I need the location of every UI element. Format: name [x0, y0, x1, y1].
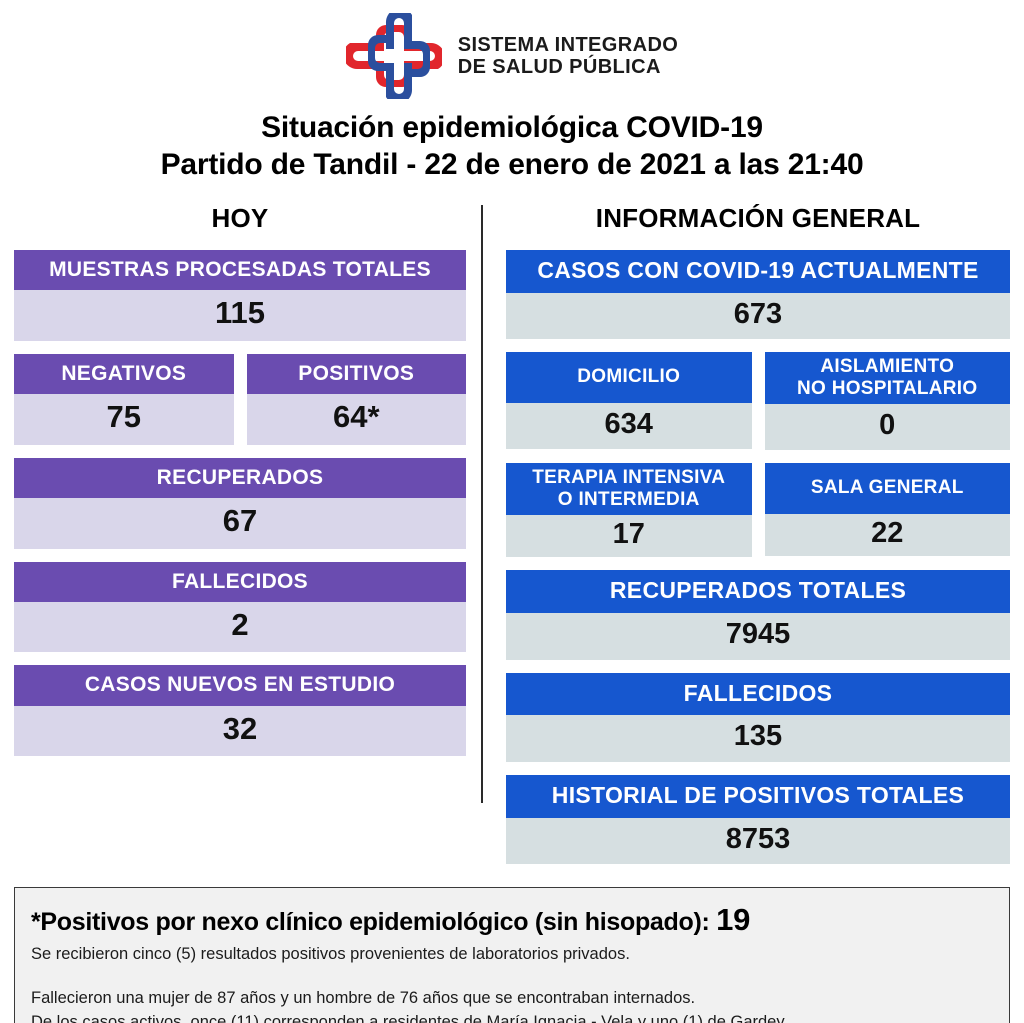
- card-row-negativos-positivos: NEGATIVOS 75 POSITIVOS 64*: [14, 354, 466, 445]
- card-value: 7945: [506, 613, 1010, 660]
- card-value: 75: [14, 394, 234, 445]
- card-label: POSITIVOS: [246, 354, 466, 395]
- card-label: FALLECIDOS: [506, 672, 1010, 716]
- card-value: 64*: [246, 394, 466, 445]
- title-line-1: Situación epidemiológica COVID-19: [261, 111, 763, 144]
- card-value: 634: [506, 402, 752, 450]
- brand-name: SISTEMA INTEGRADO DE SALUD PÚBLICA: [458, 34, 679, 79]
- card-value: 32: [14, 705, 466, 757]
- card-label: MUESTRAS PROCESADAS TOTALES: [14, 250, 466, 291]
- card-recuperados[interactable]: RECUPERADOS 67: [14, 457, 466, 549]
- general-heading: INFORMACIÓN GENERAL: [595, 203, 921, 234]
- card-row-terapia-sala: TERAPIA INTENSIVA O INTERMEDIA 17 SALA G…: [506, 463, 1010, 558]
- brand-name-line1: SISTEMA INTEGRADO: [457, 33, 679, 56]
- card-value: 2: [14, 601, 466, 653]
- card-label: AISLAMIENTO NO HOSPITALARIO: [764, 352, 1010, 404]
- brand-name-line2: DE SALUD PÚBLICA: [457, 56, 661, 78]
- footnote-subline: Se recibieron cinco (5) resultados posit…: [31, 945, 630, 964]
- interlocking-cross-logo-icon: [345, 13, 442, 99]
- card-label: TERAPIA INTENSIVA O INTERMEDIA: [506, 463, 752, 515]
- card-aislamiento-no-hospitalario[interactable]: AISLAMIENTO NO HOSPITALARIO 0: [764, 352, 1010, 451]
- card-domicilio[interactable]: DOMICILIO 634: [506, 352, 752, 450]
- card-value: 673: [506, 292, 1010, 340]
- card-label: NEGATIVOS: [14, 354, 234, 395]
- column-divider: [481, 205, 483, 804]
- stats-columns: HOY MUESTRAS PROCESADAS TOTALES 115 NEGA…: [0, 203, 1024, 877]
- page-title: Situación epidemiológica COVID-19 Partid…: [0, 110, 1024, 183]
- card-label: CASOS CON COVID-19 ACTUALMENTE: [506, 250, 1010, 293]
- footnote-headline: *Positivos por nexo clínico epidemiológi…: [31, 902, 993, 938]
- card-label: HISTORIAL DE POSITIVOS TOTALES: [506, 774, 1010, 818]
- card-label: DOMICILIO: [506, 352, 752, 403]
- card-positivos[interactable]: POSITIVOS 64*: [246, 354, 466, 445]
- card-sala-general[interactable]: SALA GENERAL 22: [764, 463, 1010, 557]
- card-label: SALA GENERAL: [764, 463, 1010, 514]
- general-column: INFORMACIÓN GENERAL CASOS CON COVID-19 A…: [506, 203, 1010, 877]
- brand-header: SISTEMA INTEGRADO DE SALUD PÚBLICA: [0, 0, 1024, 112]
- footnote-headline-text: *Positivos por nexo clínico epidemiológi…: [31, 908, 710, 937]
- card-fallecidos-totales[interactable]: FALLECIDOS 135: [506, 672, 1010, 762]
- card-value: 17: [506, 514, 752, 558]
- card-fallecidos[interactable]: FALLECIDOS 2: [14, 561, 466, 653]
- card-value: 115: [14, 290, 466, 341]
- footnote-headline-value: 19: [716, 902, 751, 938]
- card-value: 135: [506, 715, 1010, 762]
- footnote-notes: Fallecieron una mujer de 87 años y un ho…: [31, 987, 993, 1023]
- card-historial-de-positivos-totales[interactable]: HISTORIAL DE POSITIVOS TOTALES 8753: [506, 774, 1010, 865]
- card-terapia-intensiva-o-intermedia[interactable]: TERAPIA INTENSIVA O INTERMEDIA 17: [506, 463, 752, 558]
- card-value: 0: [764, 403, 1010, 451]
- card-casos-nuevos-en-estudio[interactable]: CASOS NUEVOS EN ESTUDIO 32: [14, 665, 466, 757]
- title-line-2: Partido de Tandil - 22 de enero de 2021 …: [160, 147, 864, 181]
- card-row-domicilio-aislamiento: DOMICILIO 634 AISLAMIENTO NO HOSPITALARI…: [506, 352, 1010, 451]
- footnote-line-2: De los casos activos, once (11) correspo…: [31, 1012, 788, 1023]
- card-muestras-procesadas-totales[interactable]: MUESTRAS PROCESADAS TOTALES 115: [14, 250, 466, 341]
- column-spacer: [466, 203, 506, 877]
- card-value: 8753: [506, 817, 1010, 865]
- footnote-box: *Positivos por nexo clínico epidemiológi…: [14, 887, 1010, 1023]
- card-casos-con-covid-actualmente[interactable]: CASOS CON COVID-19 ACTUALMENTE 673: [506, 250, 1010, 340]
- card-negativos[interactable]: NEGATIVOS 75: [14, 354, 234, 445]
- today-heading: HOY: [211, 203, 269, 234]
- footnote-line-1: Fallecieron una mujer de 87 años y un ho…: [31, 989, 696, 1008]
- card-value: 22: [764, 513, 1010, 557]
- card-recuperados-totales[interactable]: RECUPERADOS TOTALES 7945: [506, 570, 1010, 660]
- card-label: RECUPERADOS: [14, 457, 466, 498]
- card-label: RECUPERADOS TOTALES: [506, 570, 1010, 614]
- card-value: 67: [14, 497, 466, 549]
- today-column: HOY MUESTRAS PROCESADAS TOTALES 115 NEGA…: [14, 203, 466, 877]
- card-label: FALLECIDOS: [14, 561, 466, 602]
- card-label: CASOS NUEVOS EN ESTUDIO: [14, 665, 466, 706]
